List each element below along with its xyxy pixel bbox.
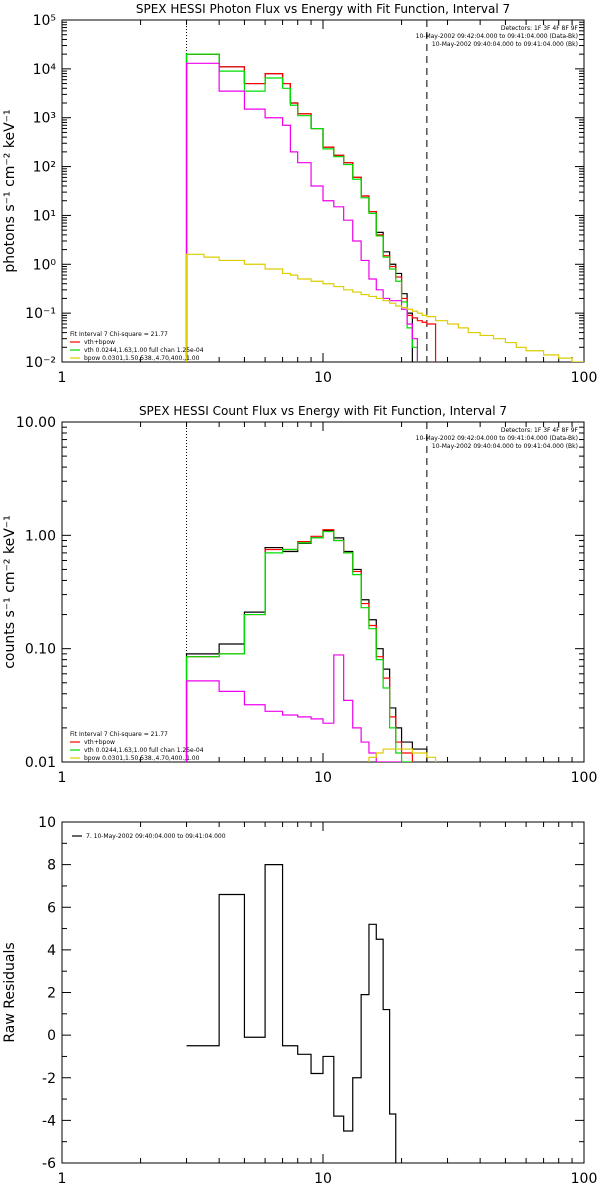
y-tick-label: 10¹: [33, 208, 56, 224]
x-tick-label: 100: [571, 1171, 598, 1187]
y-tick-label: 0: [47, 1028, 56, 1044]
y-tick-label: 6: [47, 900, 56, 916]
series-group: [185, 529, 437, 762]
fit-info-text: Fit Interval 7 Chi-square = 21.77: [70, 731, 168, 738]
data-series-2: [185, 53, 437, 362]
y-tick-label: 2: [47, 986, 56, 1002]
y-tick-label: 10⁰: [33, 257, 57, 273]
y-tick-label: 10.00: [16, 415, 56, 431]
series-group: [186, 864, 397, 1163]
y-tick-label: 10: [38, 815, 56, 831]
data-series-5: [185, 253, 584, 362]
legend-entry: vth 0.0244,1.63,1.00 full chan 1.25e-04: [84, 747, 204, 754]
legend-entry: bpow 0.0301,1.50,538.,4.70,400.,1.00: [84, 355, 200, 362]
data-series-1: [186, 864, 397, 1163]
legend-entry: vth 0.0244,1.63,1.00 full chan 1.25e-04: [84, 347, 204, 354]
y-tick-label: 10²: [33, 160, 56, 176]
y-tick-label: 10⁻²: [25, 355, 56, 371]
chart-panel-3: 1 10 100 -6 -4 -2 0 2 4 6 8 10 Raw Residuals 7. 10-Ma…: [2, 815, 597, 1187]
chart-panel-2: 1 10 100 0.01 0.10 1.00 10.00 counts s⁻¹ cm⁻² k…: [2, 404, 597, 786]
x-tick-label: 10: [314, 370, 332, 386]
y-tick-label: 0.01: [25, 755, 56, 771]
x-tick-label: 1: [58, 370, 67, 386]
info-text-line: Detectors: 1F 3F 4F 8F 9F: [501, 427, 579, 434]
legend-entry: vth+bpow: [84, 739, 115, 746]
x-tick-label: 100: [571, 370, 598, 386]
y-tick-label: 10³: [33, 111, 56, 127]
chart-panel-1: 1 10 100 10⁻² 10⁻¹ 10⁰ 10¹ 10² 10³ 10⁴ 10⁵ photons …: [2, 2, 597, 386]
y-tick-label: -6: [42, 1156, 56, 1172]
x-tick-label: 1: [58, 1171, 67, 1187]
info-text-line: 10-May-2002 09:42:04.000 to 09:41:04.000…: [416, 435, 578, 442]
y-tick-label: 1.00: [25, 528, 56, 544]
y-tick-label: -2: [42, 1071, 56, 1087]
info-text-line: 10-May-2002 09:42:04.000 to 09:41:04.000…: [416, 33, 578, 40]
x-tick-label: 10: [314, 1171, 332, 1187]
y-tick-label: 8: [47, 858, 56, 874]
y-tick-label: 10⁻¹: [25, 306, 56, 322]
x-tick-label: 1: [58, 770, 67, 786]
chart-title: SPEX HESSI Count Flux vs Energy with Fit…: [139, 404, 507, 418]
x-tick-label: 100: [571, 770, 598, 786]
y-axis-label: counts s⁻¹ cm⁻² keV⁻¹: [2, 515, 18, 669]
data-series-5: [368, 748, 437, 762]
chart-title: SPEX HESSI Photon Flux vs Energy with Fi…: [136, 2, 510, 16]
data-series-4: [185, 654, 402, 762]
legend-entry: 7. 10-May-2002 09:40:04.000 to 09:41:04.…: [86, 833, 226, 840]
fit-info-text: Fit Interval 7 Chi-square = 21.77: [70, 331, 168, 338]
data-series-3: [185, 53, 419, 362]
data-series-3: [185, 530, 413, 762]
series-group: [185, 53, 584, 362]
legend-entry: vth+bpow: [84, 339, 115, 346]
y-tick-label: 4: [47, 943, 56, 959]
info-text-line: Detectors: 1F 3F 4F 8F 9F: [501, 25, 579, 32]
info-text-line: 10-May-2002 09:40:04.000 to 09:41:04.000…: [432, 443, 578, 450]
y-tick-label: 10⁴: [33, 62, 57, 78]
legend-entry: bpow 0.0301,1.50,538.,4.70,400.,1.00: [84, 755, 200, 762]
data-series-4: [185, 62, 419, 362]
x-tick-label: 10: [314, 770, 332, 786]
y-tick-label: -4: [42, 1113, 56, 1129]
y-tick-label: 0.10: [25, 642, 56, 658]
y-tick-label: 10⁵: [33, 13, 56, 29]
info-text-line: 10-May-2002 09:40:04.000 to 09:41:04.000…: [432, 41, 578, 48]
y-axis-label: photons s⁻¹ cm⁻² keV⁻¹: [2, 109, 18, 272]
y-axis-label: Raw Residuals: [2, 942, 18, 1042]
